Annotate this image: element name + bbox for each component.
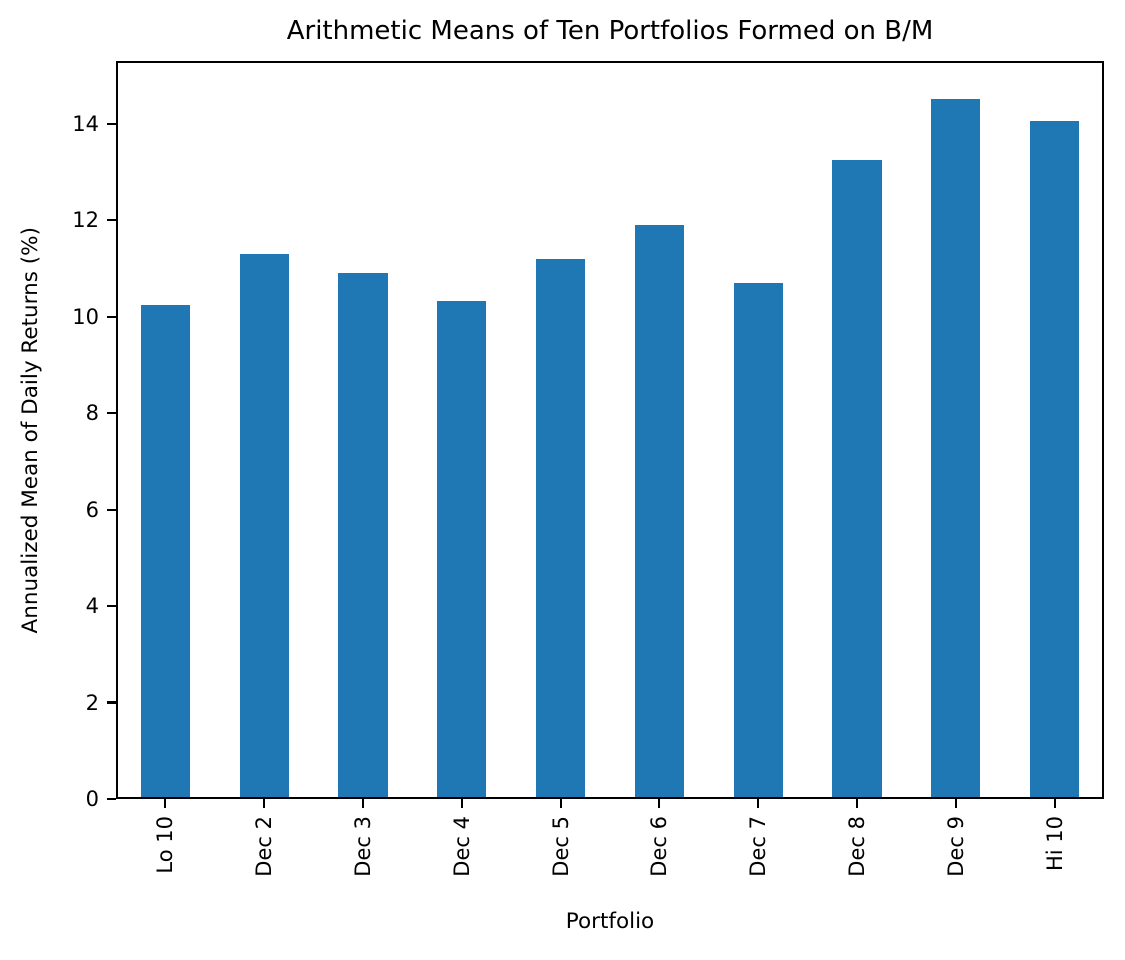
x-tick-label-text: Dec 4 [449, 816, 474, 877]
y-axis-label-text: Annualized Mean of Daily Returns (%) [18, 226, 43, 634]
y-tick-label-2: 2 [85, 690, 99, 715]
bar-dec-5 [535, 258, 586, 799]
x-tick-label-dec-5: Dec 5 [549, 816, 573, 881]
x-tick-label-text: Lo 10 [153, 816, 178, 874]
y-tick-mark-8 [107, 412, 116, 415]
x-tick-label-dec-9: Dec 9 [944, 816, 968, 881]
y-tick-mark-12 [107, 219, 116, 222]
x-tick-label-dec-2: Dec 2 [252, 816, 276, 881]
bar-dec-7 [733, 282, 783, 799]
y-tick-label-8: 8 [85, 401, 99, 426]
x-tick-mark-1 [164, 799, 167, 808]
x-tick-label-dec-7: Dec 7 [746, 816, 770, 881]
bar-dec-4 [437, 300, 487, 799]
chart-title: Arithmetic Means of Ten Portfolios Forme… [286, 16, 934, 46]
y-tick-label-14: 14 [72, 111, 99, 136]
y-tick-mark-10 [107, 315, 116, 318]
bar-dec-2 [239, 253, 289, 799]
x-tick-mark-5 [559, 799, 562, 808]
y-tick-label-4: 4 [85, 594, 99, 619]
y-tick-label-12: 12 [72, 208, 99, 233]
x-tick-label-dec-4: Dec 4 [450, 816, 474, 881]
x-tick-label-text: Dec 7 [746, 816, 771, 877]
x-tick-label-lo-10: Lo 10 [153, 816, 177, 878]
x-tick-label-dec-3: Dec 3 [351, 816, 375, 881]
x-tick-mark-3 [361, 799, 365, 808]
bar-hi-10 [1029, 120, 1080, 799]
bar-dec-6 [634, 225, 685, 799]
x-tick-mark-8 [855, 799, 859, 808]
x-tick-mark-7 [757, 799, 760, 808]
bar-dec-9 [931, 98, 981, 799]
x-tick-label-dec-6: Dec 6 [647, 816, 671, 881]
x-tick-mark-10 [1053, 799, 1056, 808]
x-tick-mark-9 [954, 799, 957, 808]
y-tick-mark-14 [107, 122, 116, 125]
y-tick-mark-2 [107, 701, 116, 704]
x-tick-mark-6 [658, 799, 661, 808]
x-tick-label-text: Dec 2 [252, 816, 277, 877]
x-tick-label-text: Hi 10 [1042, 816, 1067, 872]
y-tick-label-6: 6 [85, 497, 99, 522]
x-tick-label-text: Dec 5 [548, 816, 573, 877]
x-tick-label-text: Dec 3 [351, 816, 375, 877]
y-tick-mark-4 [107, 605, 116, 608]
y-tick-label-0: 0 [85, 787, 99, 811]
bar-dec-8 [832, 160, 882, 799]
y-axis-label: Annualized Mean of Daily Returns (%) [18, 61, 43, 799]
x-tick-label-text: Dec 8 [845, 816, 869, 877]
x-tick-label-dec-8: Dec 8 [845, 816, 869, 881]
x-tick-mark-4 [460, 799, 463, 808]
x-tick-mark-2 [263, 799, 266, 808]
x-axis-label: Portfolio [565, 909, 655, 934]
y-tick-label-10: 10 [72, 304, 99, 329]
y-tick-mark-0 [107, 797, 116, 801]
x-tick-label-hi-10: Hi 10 [1043, 816, 1067, 875]
x-tick-label-text: Dec 6 [647, 816, 672, 877]
bar-lo-10 [140, 304, 191, 799]
x-tick-label-text: Dec 9 [943, 816, 968, 877]
plot-area: 0 2 4 6 8 10 12 14 Lo 10 Dec 2 Dec 3 Dec 4 Dec 5 Dec… [72, 61, 1104, 877]
y-tick-mark-6 [107, 508, 116, 511]
bar-dec-3 [338, 273, 388, 799]
